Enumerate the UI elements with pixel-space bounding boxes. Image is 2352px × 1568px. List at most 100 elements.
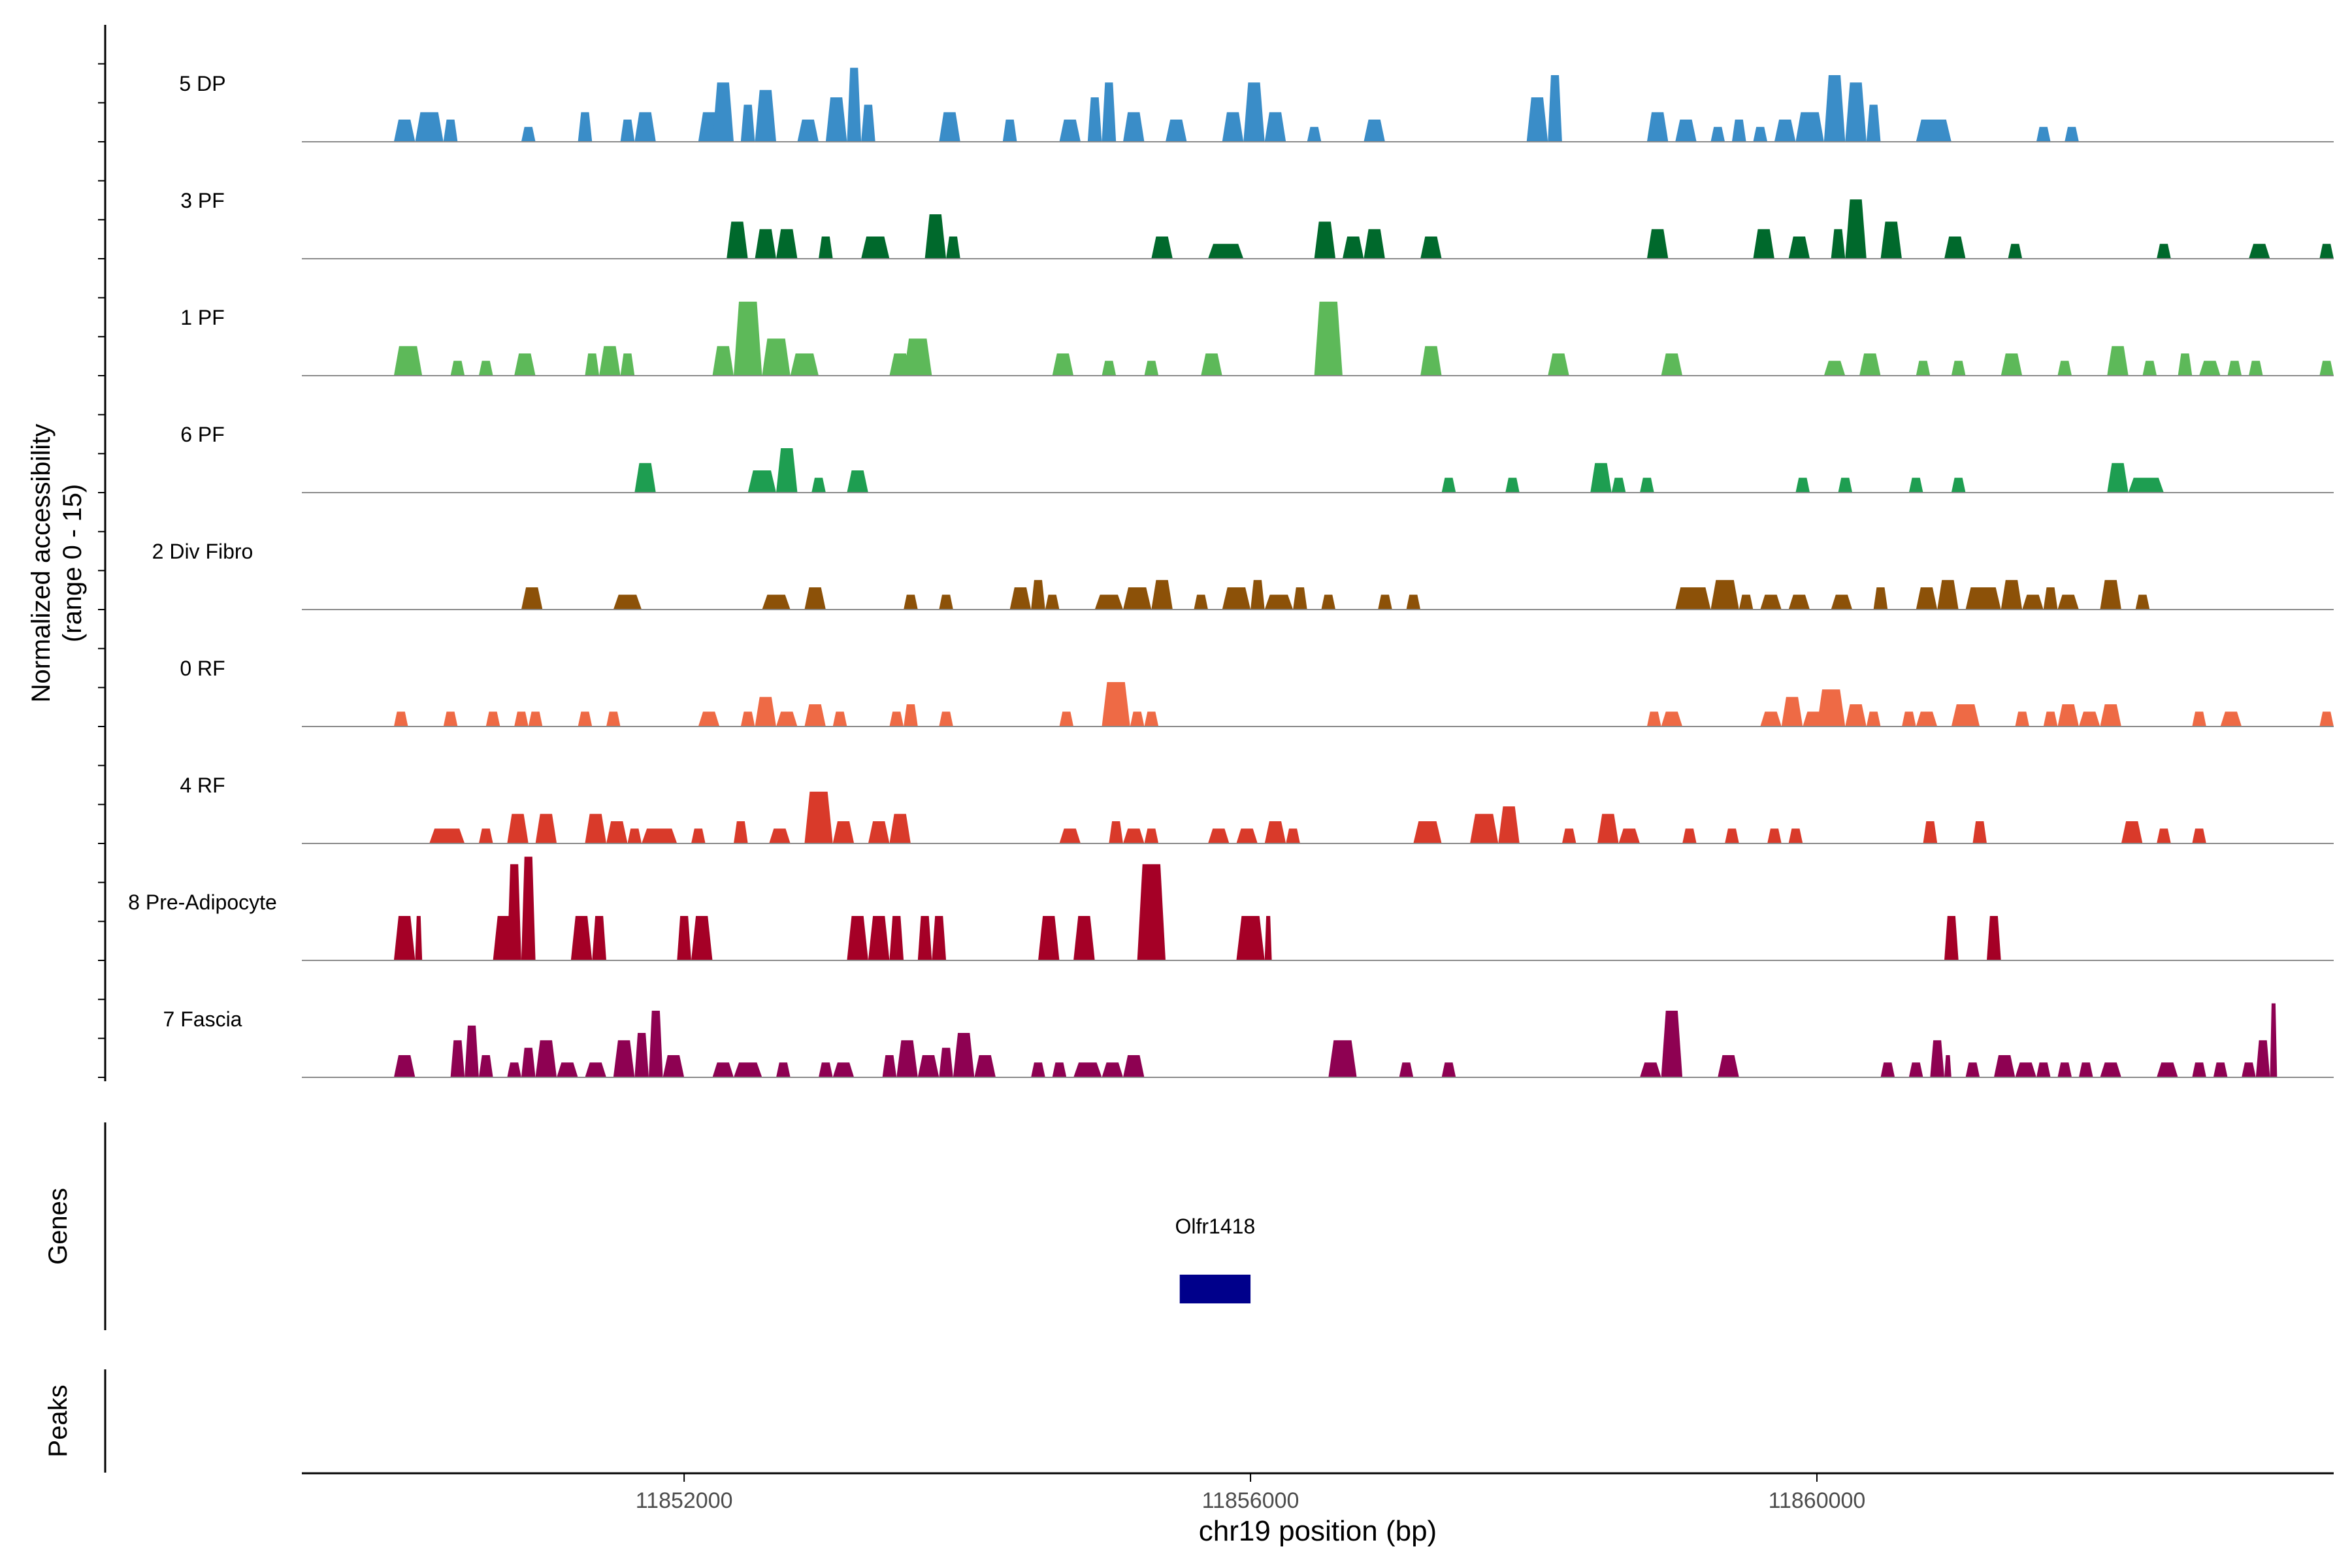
coverage-peak: [2319, 244, 2334, 259]
track-label: 4 RF: [180, 774, 225, 797]
coverage-peak: [939, 1047, 953, 1077]
coverage-peak: [443, 120, 458, 142]
coverage-peak: [1916, 120, 1952, 142]
coverage-peak: [585, 353, 600, 376]
track-2-div-fibro: 2 Div Fibro: [152, 540, 2334, 610]
coverage-peak: [1441, 478, 1456, 493]
coverage-peak: [1951, 361, 1966, 376]
genes-track: Olfr1418: [1175, 1215, 1255, 1303]
coverage-peak: [889, 916, 904, 960]
coverage-peak: [1880, 221, 1902, 259]
coverage-peak: [1342, 237, 1364, 259]
coverage-peak: [1937, 580, 1959, 610]
coverage-peak: [1795, 112, 1824, 142]
genes-panel-label: Genes: [44, 1188, 73, 1265]
coverage-peak: [570, 916, 593, 960]
coverage-peak: [2128, 478, 2164, 493]
track-label: 3 PF: [180, 189, 225, 212]
coverage-peak: [1038, 916, 1060, 960]
coverage-peak: [2121, 821, 2143, 843]
coverage-peak: [1548, 75, 1562, 142]
coverage-peak: [832, 821, 855, 843]
coverage-peak: [946, 237, 960, 259]
coverage-peak: [1314, 301, 1343, 376]
coverage-peak: [1498, 806, 1520, 843]
coverage-peak: [1880, 1062, 1895, 1077]
coverage-peak: [819, 1062, 833, 1077]
coverage-peak: [755, 90, 776, 142]
coverage-peak: [1052, 353, 1074, 376]
coverage-peak: [393, 346, 423, 376]
coverage-peak: [1944, 1055, 1952, 1077]
coverage-peak: [1151, 580, 1173, 610]
coverage-peak: [1166, 120, 1187, 142]
coverage-peak: [2107, 346, 2129, 376]
coverage-peak: [776, 711, 798, 727]
coverage-peak: [769, 828, 791, 843]
coverage-peak: [1838, 478, 1853, 493]
coverage-peak: [1866, 711, 1881, 727]
coverage-peak: [1908, 478, 1923, 493]
coverage-peak: [627, 828, 642, 843]
coverage-peak: [649, 1011, 663, 1077]
coverage-peak: [634, 112, 656, 142]
coverage-peak: [1739, 595, 1754, 610]
coverage-peak: [734, 301, 762, 376]
coverage-peak: [2192, 1062, 2206, 1077]
coverage-peak: [1236, 828, 1258, 843]
coverage-peak: [804, 791, 833, 843]
coverage-peak: [1611, 478, 1626, 493]
coverage-peak: [755, 696, 776, 727]
coverage-peak: [1710, 580, 1739, 610]
coverage-peak: [2100, 704, 2121, 727]
coverage-peak: [1845, 199, 1867, 259]
coverage-peak: [521, 587, 543, 610]
coverage-peak: [1364, 120, 1385, 142]
coverage-peak: [1413, 821, 1442, 843]
coverage-peak: [450, 1040, 465, 1077]
coverage-peak: [2036, 1062, 2051, 1077]
coverage-peak: [904, 704, 918, 727]
coverage-peak: [1505, 478, 1520, 493]
y-axis: [98, 25, 106, 1081]
coverage-peak: [2057, 361, 2072, 376]
coverage-peak: [507, 864, 521, 960]
coverage-peak: [1753, 229, 1774, 259]
coverage-peak: [1823, 75, 1846, 142]
coverage-peak: [1009, 587, 1032, 610]
coverage-peak: [2142, 361, 2157, 376]
coverage-peak: [1378, 595, 1392, 610]
coverage-peak: [521, 1047, 536, 1077]
coverage-peak: [939, 711, 953, 727]
coverage-peak: [557, 1062, 578, 1077]
coverage-peak: [1675, 587, 1711, 610]
coverage-peak: [797, 120, 819, 142]
coverage-peak: [1640, 1062, 1661, 1077]
coverage-peak: [2008, 244, 2023, 259]
coverage-peak: [734, 821, 748, 843]
coverage-peak: [1873, 587, 1888, 610]
coverage-peak: [1972, 821, 1987, 843]
coverage-peak: [1109, 821, 1123, 843]
track-6-pf: 6 PF: [180, 423, 2334, 493]
coverage-peak: [2213, 1062, 2228, 1077]
coverage-peak: [1328, 1040, 1357, 1077]
coverage-peak: [1059, 120, 1081, 142]
track-1-pf: 1 PF: [180, 301, 2334, 376]
coverage-peak: [1194, 595, 1208, 610]
coverage-peak: [1823, 361, 1846, 376]
coverage-peak: [1102, 361, 1117, 376]
coverage-peak: [2043, 711, 2058, 727]
coverage-peak: [1661, 1011, 1683, 1077]
coverage-peak: [1059, 711, 1074, 727]
coverage-peak: [804, 587, 826, 610]
coverage-peak: [2022, 595, 2044, 610]
coverage-peak: [578, 112, 593, 142]
coverage-peak: [1916, 711, 1938, 727]
coverage-peak: [1788, 595, 1810, 610]
x-axis-label: chr19 position (bp): [1199, 1515, 1437, 1547]
coverage-peak: [776, 1062, 791, 1077]
coverage-peak: [535, 1040, 557, 1077]
coverage-peak: [528, 711, 543, 727]
